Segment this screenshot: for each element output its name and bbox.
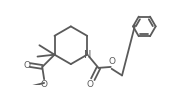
Text: O: O xyxy=(108,57,115,66)
Text: O: O xyxy=(41,80,48,89)
Text: O: O xyxy=(24,61,31,70)
Text: O: O xyxy=(87,80,93,89)
Text: N: N xyxy=(84,50,91,60)
